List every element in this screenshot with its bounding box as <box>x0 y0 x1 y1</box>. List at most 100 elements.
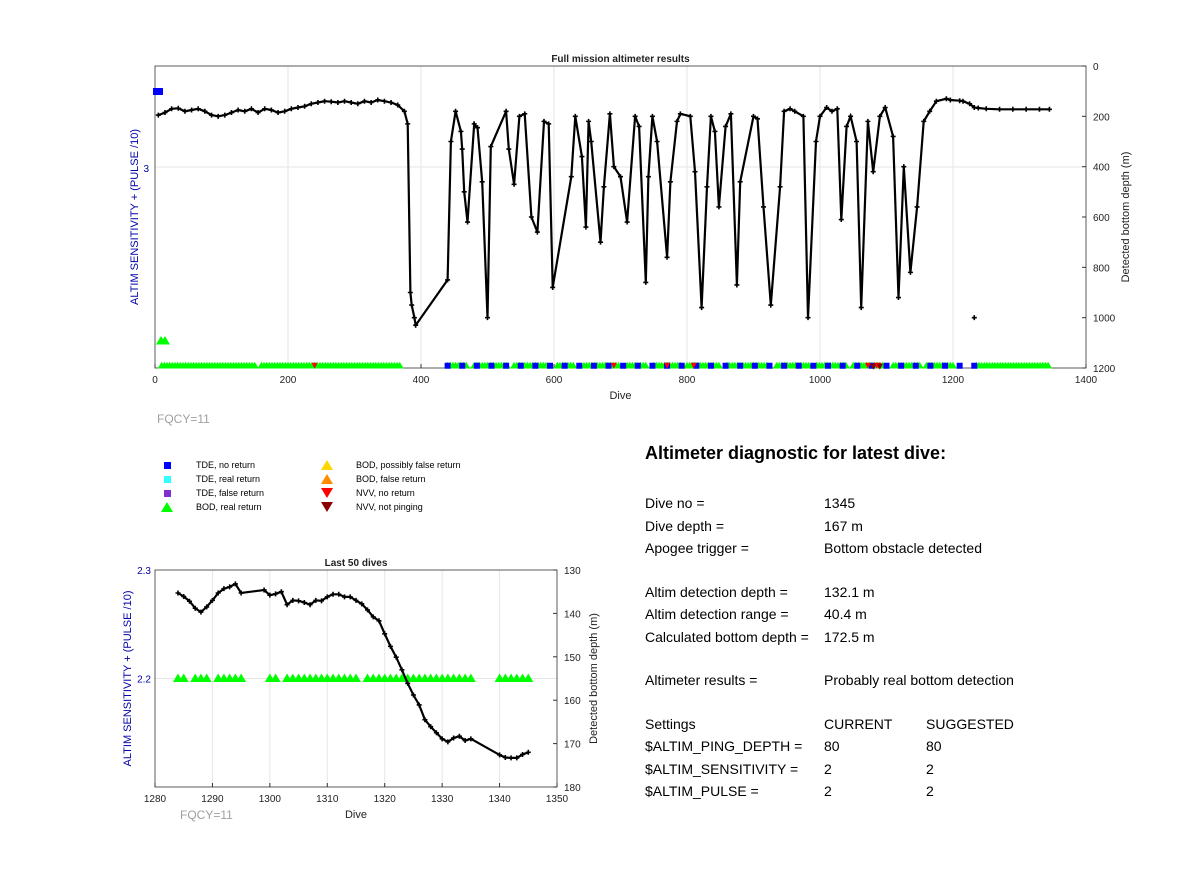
bod-real-marker <box>236 673 247 682</box>
tde-no-return-marker <box>898 362 905 369</box>
bod-real-marker <box>641 361 650 369</box>
bottom-depth-point <box>295 105 301 111</box>
bottom-depth-point <box>282 108 288 114</box>
bottom-depth-point <box>169 106 175 112</box>
bottom-depth-point <box>877 113 883 119</box>
bottom-depth-point <box>907 269 913 275</box>
bottom-depth-point <box>716 204 722 210</box>
bottom-depth-point <box>960 98 966 104</box>
row-setting: $ALTIM_SENSITIVITY = 2 2 <box>645 758 1165 781</box>
bottom-depth-point <box>882 105 888 111</box>
y-right-axis-label: Detected bottom depth (m) <box>588 613 600 744</box>
bottom-depth-point <box>232 581 238 587</box>
bottom-depth-point <box>971 315 977 321</box>
bottom-depth-point <box>192 605 198 611</box>
tde-no-return-marker <box>473 362 480 369</box>
tde-no-return-marker <box>956 362 963 369</box>
nvv-no-return-marker <box>690 362 697 369</box>
bottom-depth-point <box>235 107 241 113</box>
bottom-depth-point <box>817 113 823 119</box>
legend-item-bod-real-return: BOD, real return <box>160 500 262 514</box>
red-down-triangle-icon <box>320 487 334 499</box>
bod-real-marker <box>178 673 189 682</box>
tde-no-return-marker <box>153 88 163 95</box>
bottom-depth-point <box>215 113 221 119</box>
bottom-depth-point <box>588 139 594 144</box>
bottom-depth-point <box>1046 106 1052 112</box>
y-right-tick-label: 130 <box>564 566 581 577</box>
bottom-depth-point <box>227 584 233 590</box>
bottom-depth-point <box>202 108 208 114</box>
y-right-axis-label: Detected bottom depth (m) <box>1120 152 1132 283</box>
tde-no-return-marker <box>839 362 846 369</box>
tde-no-return-marker <box>854 362 861 369</box>
bottom-depth-point <box>335 99 341 105</box>
bottom-depth-point <box>405 680 411 686</box>
diagnostic-panel: Altimeter diagnostic for latest dive: Di… <box>645 443 1165 803</box>
legend-label: BOD, false return <box>356 474 426 484</box>
legend-item-tde-no-return: TDE, no return <box>160 458 255 472</box>
bottom-depth-point <box>182 108 188 114</box>
bottom-depth-point <box>393 654 399 660</box>
bottom-depth-point <box>475 125 481 131</box>
bottom-depth-point <box>645 174 651 180</box>
tde-no-return-marker <box>547 362 554 369</box>
orange-triangle-icon <box>320 473 334 485</box>
bottom-depth-point <box>502 754 508 760</box>
y-right-tick-label: 1200 <box>1093 364 1116 375</box>
bottom-depth-point <box>943 96 949 102</box>
legend-label: NVV, no return <box>356 488 415 498</box>
y-right-tick-label: 400 <box>1093 163 1110 174</box>
bottom-depth-point <box>451 735 457 741</box>
tde-no-return-marker <box>766 362 773 369</box>
bottom-depth-point <box>284 602 290 608</box>
bottom-depth-point <box>267 592 273 598</box>
bottom-depth-point <box>844 123 850 129</box>
tde-no-return-marker <box>678 362 685 369</box>
value: 132.1 m <box>824 583 875 600</box>
bottom-depth-point <box>737 179 743 185</box>
bottom-depth-point <box>413 322 419 328</box>
x-tick-label: 1330 <box>431 794 454 805</box>
bottom-depth-point <box>967 101 973 107</box>
bottom-depth-point <box>516 113 522 119</box>
bottom-depth-point <box>723 123 729 129</box>
tde-no-return-marker <box>590 362 597 369</box>
tde-no-return-marker <box>795 362 802 369</box>
bottom-depth-point <box>433 730 439 736</box>
bottom-depth-point <box>411 315 417 321</box>
bottom-depth-point <box>777 184 783 190</box>
bottom-depth-point <box>456 733 462 739</box>
label: Settings <box>645 715 696 732</box>
bod-real-marker <box>949 361 957 369</box>
bottom-depth-point <box>858 305 864 311</box>
bottom-depth-point <box>268 107 274 113</box>
bottom-depth-point <box>865 118 871 124</box>
bottom-depth-point <box>829 108 835 114</box>
bottom-depth-point <box>687 113 693 119</box>
value: 80 <box>926 738 942 754</box>
label: $ALTIM_PING_DEPTH = <box>645 738 803 754</box>
legend-item-tde-false-return: TDE, false return <box>160 486 264 500</box>
nvv-no-return-marker <box>864 362 871 369</box>
y-left-tick-label: 3 <box>143 164 149 175</box>
value: 80 <box>824 738 840 754</box>
bottom-depth-point <box>760 204 766 210</box>
x-tick-label: 1350 <box>546 794 569 805</box>
bottom-depth-point <box>805 315 811 321</box>
bottom-depth-point <box>768 302 774 308</box>
value: Probably real bottom detection <box>824 672 1014 688</box>
purple-square-icon <box>160 487 174 499</box>
value: 40.4 m <box>824 606 867 622</box>
x-tick-label: 1400 <box>1075 375 1098 386</box>
bottom-depth-point <box>353 597 359 603</box>
legend-label: TDE, real return <box>196 474 261 484</box>
bottom-depth-point <box>572 113 578 119</box>
bottom-depth-point <box>800 113 806 119</box>
bottom-depth-point <box>712 128 718 134</box>
bottom-depth-point <box>479 179 485 185</box>
bottom-depth-point <box>195 106 201 112</box>
bottom-depth-point <box>395 102 401 108</box>
nvv-not-pinging-marker <box>876 363 883 370</box>
bottom-depth-point <box>497 752 503 758</box>
